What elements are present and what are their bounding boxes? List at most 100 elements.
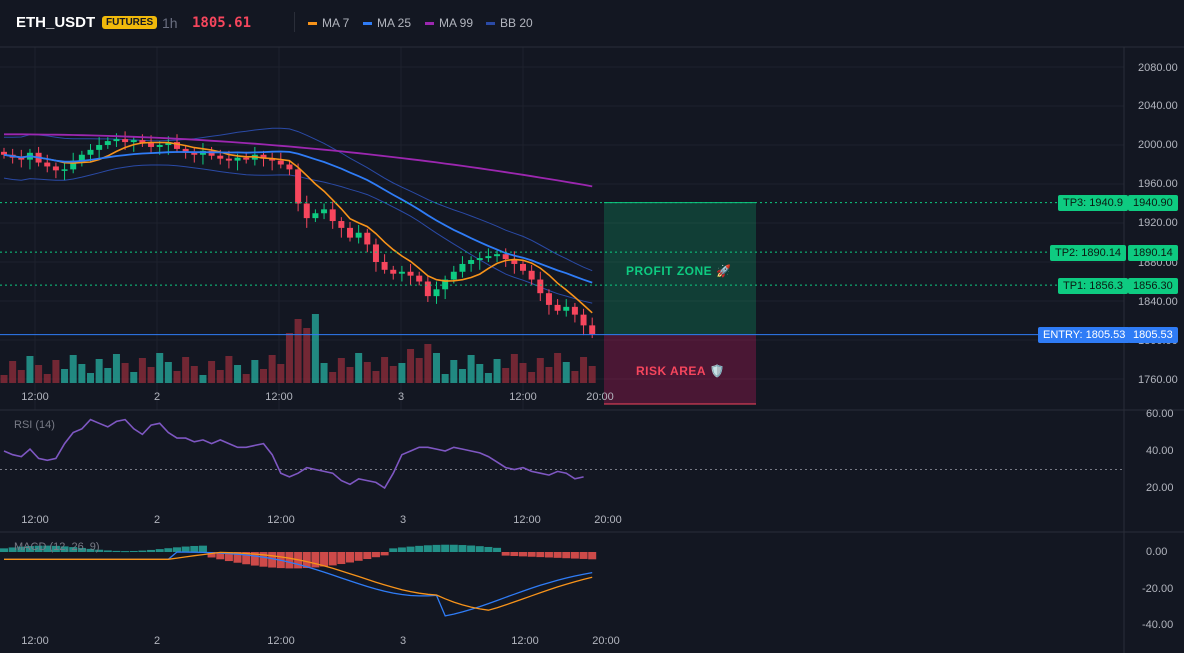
candle-body <box>243 157 250 160</box>
macd-histogram-bar <box>519 552 527 557</box>
risk-area-label: RISK AREA 🛡️ <box>636 364 725 378</box>
last-price: 1805.61 <box>192 15 252 31</box>
candle-body <box>502 254 509 260</box>
legend-ma25[interactable]: MA 25 <box>363 16 411 30</box>
rsi-line <box>3 418 584 490</box>
timeframe-selector[interactable]: 1h <box>162 15 178 31</box>
candle-body <box>165 142 172 145</box>
time-axis-label: 12:00 <box>509 391 537 403</box>
volume-bar <box>87 373 94 383</box>
volume-bar <box>112 354 120 383</box>
candle-body <box>450 271 457 280</box>
macd-label[interactable]: MACD (12, 26, 9) <box>14 541 100 553</box>
volume-bar <box>294 319 302 383</box>
entry-tag[interactable]: ENTRY: 1805.53 <box>1038 327 1131 343</box>
macd-panel <box>0 544 597 617</box>
volume-bar <box>234 365 242 383</box>
moving-averages <box>3 133 593 314</box>
macd-histogram-bar <box>8 547 17 552</box>
rsi-label[interactable]: RSI (14) <box>14 419 55 431</box>
macd-histogram-bar <box>311 552 320 568</box>
volume-bar <box>329 372 337 383</box>
candle-body <box>381 262 388 270</box>
macd-histogram-bar <box>181 546 190 552</box>
macd-histogram-bar <box>406 546 415 552</box>
macd-histogram-bar <box>121 551 130 553</box>
candle-body <box>468 260 475 264</box>
macd-histogram-bar <box>354 552 363 561</box>
candle-body <box>321 209 328 214</box>
macd-histogram-bar <box>207 552 216 558</box>
tp1-tag[interactable]: TP1: 1856.3 <box>1058 278 1128 294</box>
candle-body <box>78 154 85 161</box>
macd-histogram-bar <box>475 546 484 552</box>
volume-bar <box>320 363 328 383</box>
tp2-tag[interactable]: TP2: 1890.14 <box>1050 245 1127 261</box>
chart-header: ETH_USDT FUTURES 1h 1805.61 MA 7 MA 25 M… <box>0 0 1184 47</box>
macd-histogram-bar <box>544 552 553 558</box>
volume-bar <box>268 355 276 383</box>
candle-body <box>416 275 423 282</box>
volume-bar <box>476 364 484 383</box>
macd-histogram-bar <box>112 550 121 552</box>
volume-bar <box>415 358 423 383</box>
ma25-line <box>3 150 593 284</box>
candle-body <box>520 263 526 271</box>
candle-body <box>96 145 103 150</box>
rsi-axis-label: 60.00 <box>1146 408 1174 420</box>
tp2-axis-tag: 1890.14 <box>1128 245 1178 261</box>
volume-bar <box>562 362 570 383</box>
volume-bar <box>311 314 319 383</box>
legend-bb20[interactable]: BB 20 <box>486 16 533 30</box>
volume-bar <box>355 353 363 383</box>
macd-histogram-bar <box>302 552 311 569</box>
volume-bars <box>0 314 596 383</box>
legend-ma99[interactable]: MA 99 <box>425 16 473 30</box>
volume-bar <box>493 359 501 383</box>
tp1-axis-tag: 1856.30 <box>1128 278 1178 294</box>
symbol-name[interactable]: ETH_USDT <box>16 14 96 31</box>
volume-bar <box>467 355 475 383</box>
header-divider <box>294 12 295 32</box>
rsi-axis-label: 20.00 <box>1146 482 1174 494</box>
volume-bar <box>381 357 389 383</box>
tp3-tag[interactable]: TP3: 1940.9 <box>1058 195 1128 211</box>
candle-body <box>459 263 466 272</box>
macd-histogram-bar <box>320 552 329 567</box>
macd-histogram-bar <box>216 552 225 560</box>
candle-body <box>174 142 180 149</box>
macd-histogram-bar <box>164 548 173 552</box>
rsi-panel <box>0 418 1124 490</box>
candle-body <box>70 160 77 170</box>
volume-bar <box>138 358 146 383</box>
volume-bar <box>43 374 51 383</box>
volume-bar <box>337 358 345 383</box>
time-axis-label: 12:00 <box>265 391 293 403</box>
candle-body <box>18 157 25 160</box>
volume-bar <box>260 369 267 383</box>
macd-histogram-bar <box>224 552 233 562</box>
volume-bar <box>147 367 155 383</box>
macd-histogram-bar <box>0 548 8 552</box>
volume-bar <box>536 358 544 383</box>
candle-body <box>511 259 518 264</box>
volume-bar <box>588 366 596 383</box>
macd-histogram-bar <box>268 552 277 568</box>
volume-bar <box>190 366 198 383</box>
macd-histogram-bar <box>242 552 251 565</box>
macd-histogram-bar <box>588 552 597 560</box>
tp3-axis-tag: 1940.90 <box>1128 195 1178 211</box>
candle-body <box>347 227 353 238</box>
candle-body <box>104 141 111 145</box>
volume-bar <box>363 362 371 383</box>
volume-bar <box>95 359 103 383</box>
candle-body <box>364 232 371 245</box>
legend-ma7[interactable]: MA 7 <box>308 16 349 30</box>
volume-bar <box>407 349 415 383</box>
volume-bar <box>519 363 527 383</box>
candle-body <box>398 271 405 274</box>
bb-upper-line <box>4 127 593 272</box>
rsi-time-label: 12:00 <box>513 514 541 526</box>
trade-zones <box>604 202 756 405</box>
